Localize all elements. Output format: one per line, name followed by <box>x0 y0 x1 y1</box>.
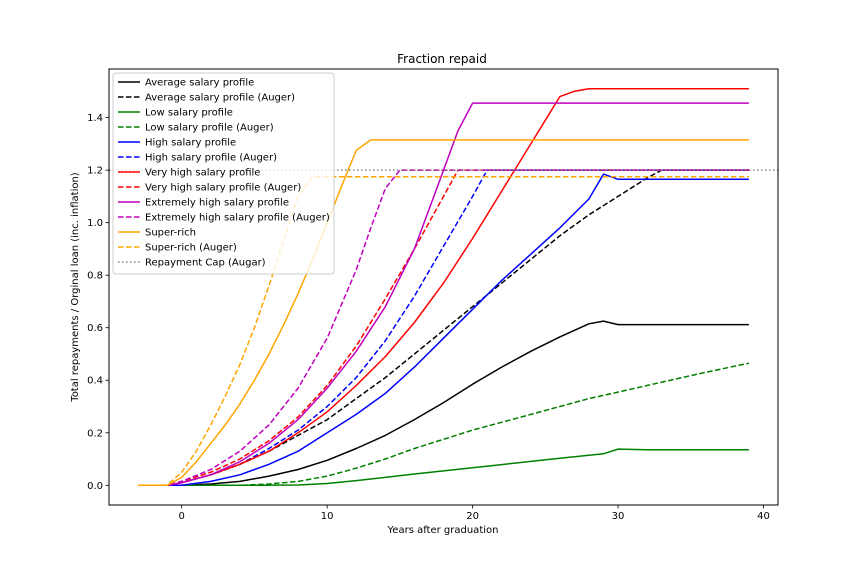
plot-frame <box>108 68 779 506</box>
x-tick-label: 0 <box>179 511 185 522</box>
y-axis-label: Total repayments / Orginal loan (inc. in… <box>70 172 81 403</box>
legend-box <box>112 72 335 275</box>
y-tick-label: 0.0 <box>87 481 103 492</box>
series-line-high-salary-profile <box>138 173 749 487</box>
series-line-average-salary-profile <box>138 320 749 487</box>
legend-label-average-salary-profile-auger: Average salary profile (Auger) <box>145 93 295 104</box>
x-tick-label: 40 <box>757 511 770 522</box>
series-line-very-high-salary-profile <box>138 87 749 487</box>
series-line-extremely-high-salary-profile <box>138 102 749 487</box>
y-axis: 0.0 0.2 0.4 0.6 0.8 1.0 1.2 1.4 <box>87 113 109 492</box>
legend-label-very-high-salary-profile: Very high salary profile <box>145 168 260 179</box>
series-line-low-salary-profile-auger <box>138 362 750 487</box>
y-tick-label: 0.4 <box>87 376 103 387</box>
legend-label-high-salary-profile: High salary profile <box>145 138 236 149</box>
y-tick-label: 1.4 <box>87 113 103 124</box>
series-line-super-rich-auger <box>138 175 749 487</box>
legend-label-high-salary-profile-auger: High salary profile (Auger) <box>145 153 277 164</box>
y-tick-label: 0.6 <box>87 323 103 334</box>
legend-label-low-salary-profile: Low salary profile <box>145 108 233 119</box>
y-tick-label: 0.8 <box>87 271 103 282</box>
x-axis: 0 10 20 30 40 <box>179 505 770 522</box>
x-axis-label: Years after graduation <box>387 525 499 536</box>
series-line-low-salary-profile <box>138 448 749 487</box>
legend-label-average-salary-profile: Average salary profile <box>145 78 254 89</box>
series-layer <box>109 87 778 487</box>
x-tick-label: 20 <box>466 511 479 522</box>
x-tick-label: 30 <box>612 511 625 522</box>
x-tick-label: 10 <box>321 511 334 522</box>
y-tick-label: 0.2 <box>87 428 103 439</box>
series-line-super-rich <box>138 139 749 487</box>
legend-label-low-salary-profile-auger: Low salary profile (Auger) <box>145 123 274 134</box>
y-tick-label: 1.2 <box>87 166 103 177</box>
legend-label-extremely-high-salary-profile-auger: Extremely high salary profile (Auger) <box>145 213 330 224</box>
legend-label-super-rich: Super-rich <box>145 228 196 239</box>
legend-label-very-high-salary-profile-auger: Very high salary profile (Auger) <box>145 183 301 194</box>
legend-label-repayment-cap-augar: Repayment Cap (Augar) <box>145 258 266 269</box>
y-tick-label: 1.0 <box>87 218 103 229</box>
legend-label-extremely-high-salary-profile: Extremely high salary profile <box>145 198 289 209</box>
chart-title: Fraction repaid <box>397 52 487 66</box>
legend-label-super-rich-auger: Super-rich (Auger) <box>145 243 237 254</box>
legend: Average salary profile Average salary pro… <box>112 72 335 275</box>
